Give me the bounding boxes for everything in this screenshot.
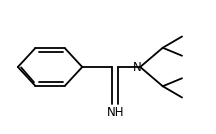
Text: NH: NH [107, 106, 124, 119]
Text: N: N [133, 60, 141, 74]
